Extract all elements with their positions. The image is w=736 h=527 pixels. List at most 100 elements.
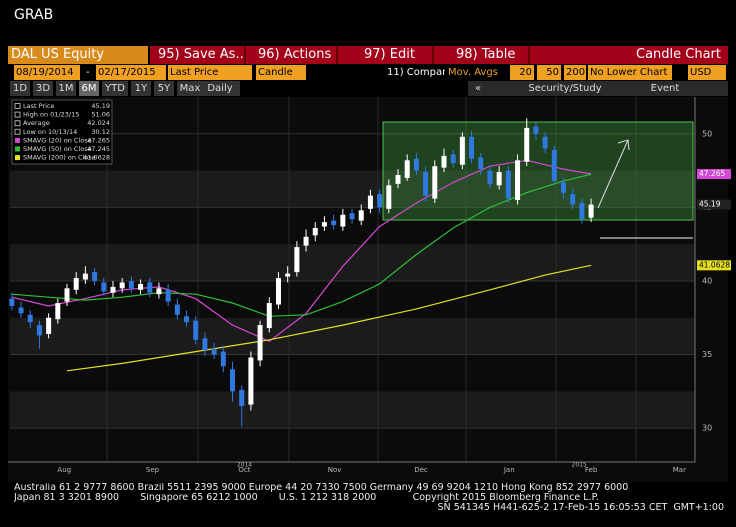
band [10,317,695,355]
legend-swatch [14,120,21,127]
range-button[interactable]: 1D [10,81,30,96]
candle-body [469,136,475,159]
x-tick-label: Mar [673,466,686,474]
year-label: 2015 [572,462,587,469]
end-date[interactable]: 02/17/2015 [96,65,166,80]
chart-type-label: Candle Chart [636,47,722,62]
start-date[interactable]: 08/19/2014 [14,65,80,80]
candle-body [211,348,217,355]
candle-body [193,320,199,340]
menu-item[interactable]: 96) Actions [252,46,338,64]
candle-body [579,202,585,220]
range-button[interactable]: 3D [33,81,53,96]
legend-swatch [15,155,20,161]
candle-body [55,303,61,320]
lower-chart-select[interactable]: No Lower Chart [588,65,672,80]
security-field[interactable]: DAL US Equity [8,46,148,64]
price-tag-label: 41.0628 [699,260,730,269]
event-button[interactable]: Event [640,81,690,96]
legend-label: Low on 10/13/14 [23,128,77,136]
x-tick-label: Sep [146,466,160,474]
moving-average [66,264,592,372]
candle-body [321,222,327,227]
candle-body [340,214,346,227]
candle-body [239,389,245,407]
range-button[interactable]: 6M [79,81,99,96]
candle-body [9,298,15,306]
footer-line: Japan 81 3 3201 8900 Singapore 65 6212 1… [14,493,599,503]
candle-body [64,288,70,302]
band [10,244,695,281]
candle-body [312,227,318,236]
menu-item[interactable]: 98) Table [450,46,530,64]
candle-body [551,149,557,181]
candle-body [294,247,300,273]
range-button[interactable]: 1Y [131,81,151,96]
candle-body [184,316,190,323]
field-select[interactable]: Last Price [168,65,252,80]
range-button[interactable]: YTD [102,81,128,96]
x-tick-label: Feb [585,466,598,474]
candle-body [27,314,33,323]
style-select[interactable]: Candle [256,65,306,80]
collapse-button[interactable]: « [470,81,486,96]
compare-button[interactable]: 11) Compare [387,67,445,78]
candle-body [349,213,355,220]
candle-body [515,160,521,201]
x-tick-label: Aug [57,466,71,474]
candle-body [459,136,465,165]
candle-body [478,157,484,170]
candle-body [82,273,88,280]
period-field[interactable]: 200 [564,65,586,80]
candle-body [432,166,438,199]
legend: Last Price 45.19 High on 01/23/15 51.06 Aver… [11,99,113,165]
price-tag-label: 45.19 [699,200,721,209]
x-tick-label: Oct [238,466,250,474]
y-tick-label: 40 [702,276,712,285]
candle-body [110,286,116,293]
candle-body [524,127,530,162]
candle-body [174,304,180,315]
footer-line: SN 541345 H441-625-2 17-Feb-15 16:05:53 … [437,503,724,513]
menu-item[interactable]: 97) Edit [358,46,434,64]
candle-body [220,351,226,367]
period-field[interactable]: 20 [510,65,534,80]
range-button[interactable]: Max [177,81,203,96]
candle-body [46,317,52,334]
year-label: 2014 [237,462,252,469]
candle-body [230,369,236,392]
candle-body [533,126,539,134]
candle-body [367,195,373,209]
y-tick-label: 35 [702,350,712,359]
legend-value: 42.024 [87,119,110,127]
candle-body [285,273,291,277]
period-field[interactable]: 50 [537,65,561,80]
mov-avgs-label: Mov. Avgs [448,67,498,78]
candle-body [395,175,401,184]
currency-select[interactable]: USD [688,65,726,80]
candle-body [377,194,383,208]
legend-swatch [14,111,21,118]
candle-body [423,172,429,196]
candle-body [165,289,171,302]
legend-label: SMAVG (200) on Close [23,154,96,162]
legend-value: 45.19 [91,102,110,110]
footer-line: Australia 61 2 9777 8600 Brazil 5511 239… [14,483,629,493]
candle-body [441,155,447,168]
legend-label: SMAVG (50) on Close [23,145,92,153]
study-button[interactable]: Security/Study [520,81,610,96]
menu-item[interactable]: 95) Save As... [152,46,246,64]
legend-value: 51.06 [91,111,110,119]
candle-body [404,160,410,178]
legend-label: High on 01/23/15 [23,111,79,119]
candle-body [570,194,576,205]
legend-swatch [14,103,21,109]
candle-body [386,185,392,209]
range-button[interactable]: 1M [56,81,76,96]
frequency-select[interactable]: Daily [200,81,240,96]
legend-value: 30.12 [91,128,110,136]
candle-body [36,325,42,336]
range-box [382,121,694,221]
range-button[interactable]: 5Y [154,81,174,96]
